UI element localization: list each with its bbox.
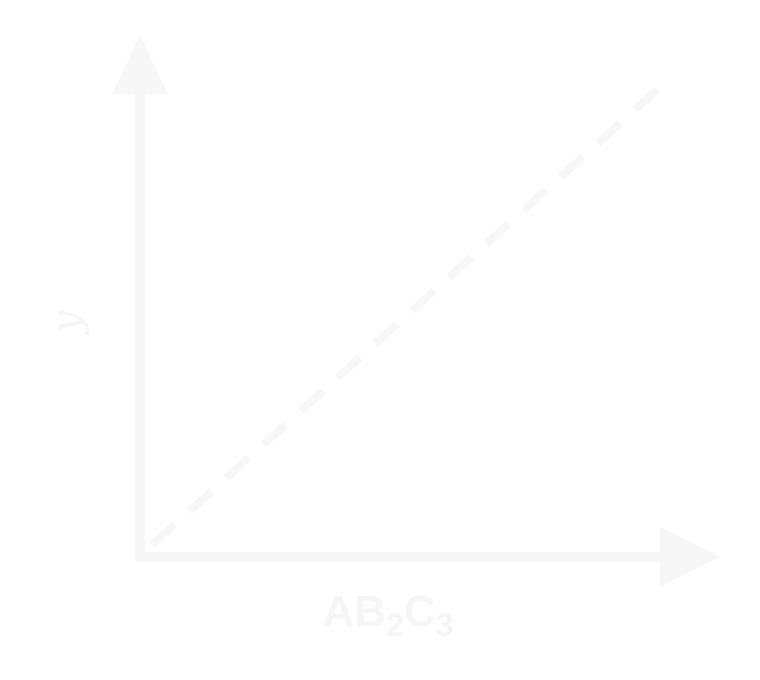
x-axis-label: AB2C3 bbox=[323, 587, 454, 643]
x-label-part: C bbox=[404, 587, 436, 636]
dashed-trend-line bbox=[149, 77, 671, 548]
x-label-part: AB bbox=[323, 587, 387, 636]
y-axis-arrowhead bbox=[112, 35, 168, 94]
x-axis-arrowhead bbox=[660, 527, 720, 587]
y-axis-label: y bbox=[44, 309, 90, 335]
x-label-subscript: 3 bbox=[436, 607, 454, 643]
x-label-subscript: 2 bbox=[386, 607, 404, 643]
